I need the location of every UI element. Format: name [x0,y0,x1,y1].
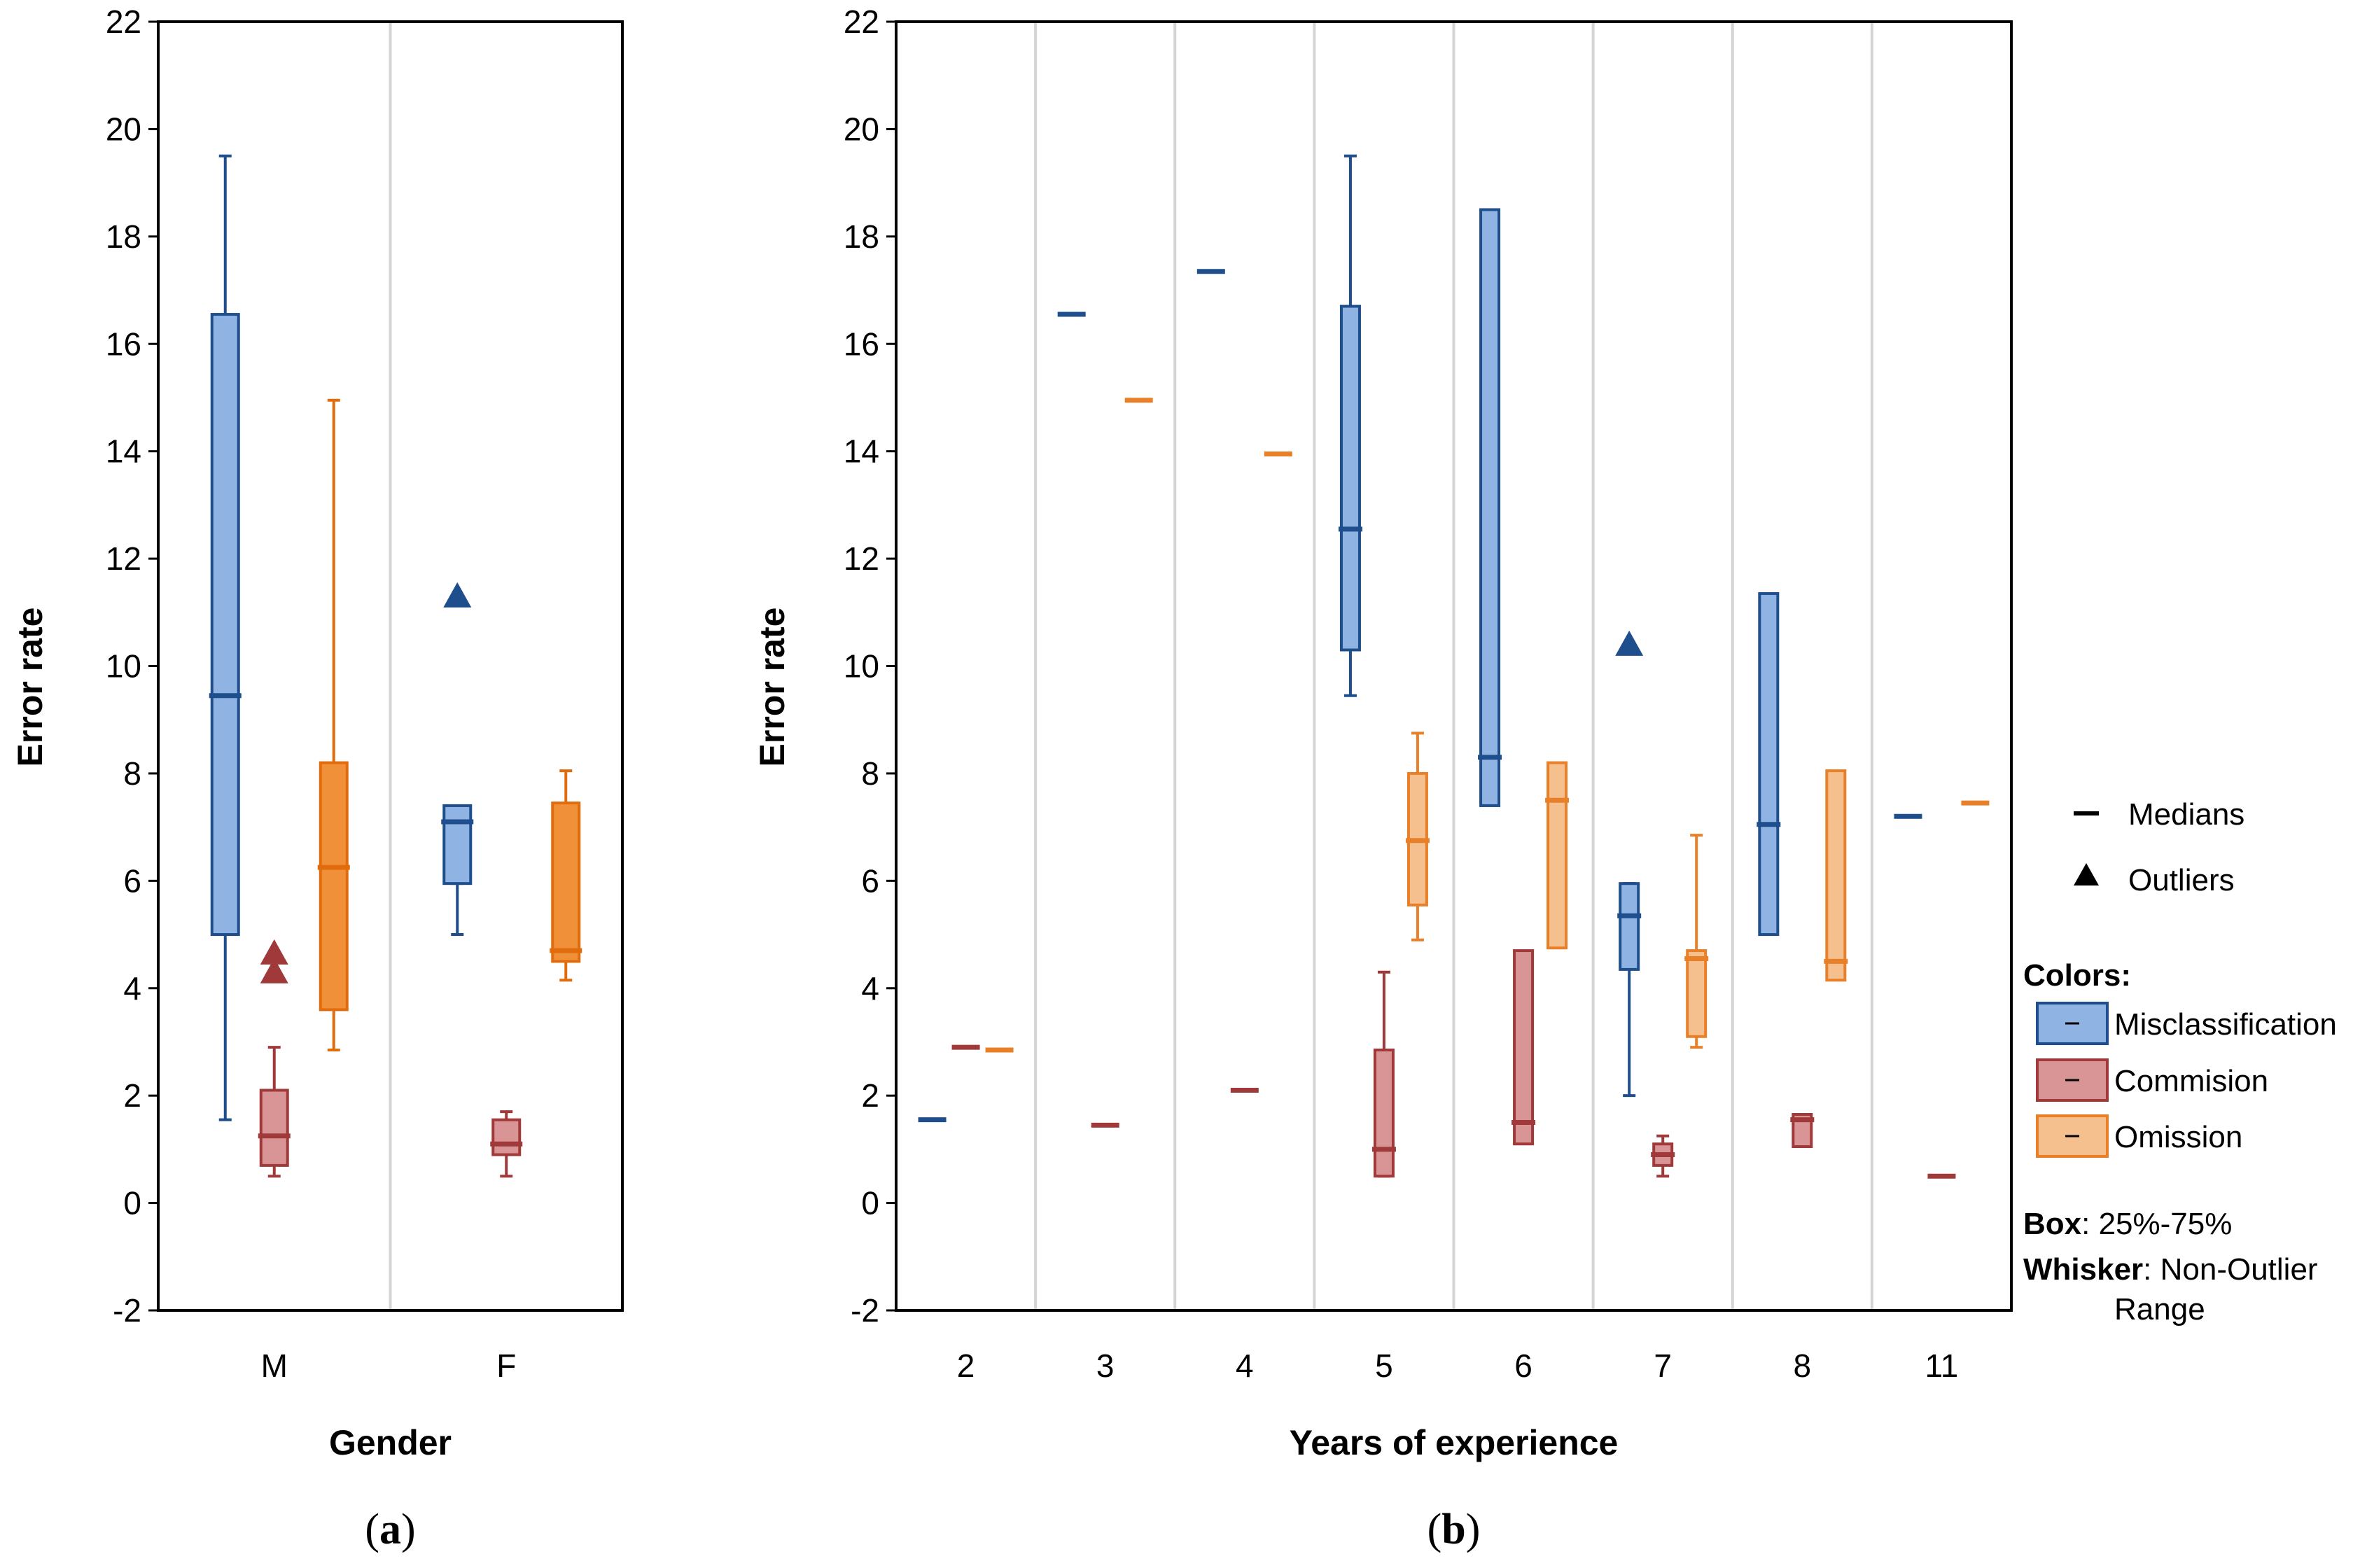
box [1513,949,1535,1146]
x-tick-label: F [496,1348,516,1384]
y-tick-label: 22 [844,4,879,40]
y-tick-label: 20 [844,111,879,147]
x-axis-label: Gender [329,1423,452,1462]
x-tick-label: 3 [1096,1348,1115,1384]
x-tick-label: 4 [1236,1348,1254,1384]
outlier-marker [1615,630,1644,656]
y-tick-label: -2 [113,1292,141,1329]
y-tick-label: 12 [844,540,879,577]
box [1339,304,1361,652]
y-tick-label: 10 [106,648,141,685]
y-tick-label: 22 [106,4,141,40]
y-tick-label: 16 [106,326,141,362]
legend: Medians Outliers Colors: Misclassificati… [2023,797,2337,1326]
legend-colors-title: Colors: [2023,958,2131,993]
chart-panel-a: -2 0 2 4 6 8 10 12 14 16 18 20 22 M F Error rate Gender (… [11,4,624,1553]
y-tick-label: 16 [844,326,879,362]
legend-whisker-text-2: Range [2114,1292,2205,1326]
box [1546,761,1568,950]
x-axis-label: Years of experience [1290,1423,1619,1462]
y-tick-label: 8 [861,755,879,792]
panel-label: (a) [365,1506,415,1553]
y-tick-label: 0 [123,1185,141,1222]
outlier-marker [260,939,288,965]
box [491,1118,522,1156]
box [442,804,473,886]
box [319,761,349,1011]
box [1619,882,1640,971]
legend-item-omission: Omission [2114,1120,2242,1154]
box [210,313,240,937]
x-tick-label: 8 [1794,1348,1812,1384]
legend-item-misclassification: Misclassification [2114,1007,2337,1042]
plot-frame [895,20,2013,1312]
y-tick-label: 2 [861,1077,879,1114]
box [1825,769,1847,982]
legend-outliers-label: Outliers [2128,863,2235,897]
legend-box-note: Box: 25%-75% [2023,1207,2232,1241]
legend-medians-label: Medians [2128,797,2244,832]
x-tick-label: 11 [1925,1348,1959,1384]
y-tick-label: 2 [123,1077,141,1114]
outlier-marker [443,582,472,608]
y-tick-label: 20 [106,111,141,147]
y-axis-label: Error rate [753,608,792,767]
legend-item-commision: Commision [2114,1064,2268,1098]
legend-whisker-note: Whisker: Non-Outlier [2023,1252,2318,1287]
y-tick-label: 6 [861,862,879,899]
y-tick-label: 6 [123,862,141,899]
y-tick-label: 14 [106,433,141,470]
y-tick-label: -2 [851,1292,879,1329]
y-tick-label: 10 [844,648,879,685]
plot-frame [157,20,624,1312]
x-tick-label: 5 [1375,1348,1393,1384]
outlier-marker [260,958,288,983]
box [1686,949,1708,1038]
box [551,802,581,963]
legend-box-text: : 25%-75% [2081,1207,2232,1241]
y-tick-label: 12 [106,540,141,577]
y-tick-label: 14 [844,433,879,470]
box [1373,1048,1395,1178]
x-tick-label: 6 [1514,1348,1532,1384]
y-tick-label: 8 [123,755,141,792]
panel-label: (b) [1427,1506,1481,1553]
y-axis-label: Error rate [11,608,50,767]
box [1758,592,1780,937]
box [1479,208,1501,807]
legend-outlier-glyph [2074,863,2099,886]
box [259,1088,289,1167]
y-tick-label: 0 [861,1185,879,1222]
legend-whisker-label: Whisker [2023,1252,2143,1287]
y-tick-label: 4 [861,970,879,1007]
x-tick-label: M [261,1348,288,1384]
x-tick-label: 2 [957,1348,975,1384]
y-tick-label: 18 [844,218,879,255]
x-tick-label: 7 [1654,1348,1672,1384]
legend-box-label: Box [2023,1207,2082,1241]
y-tick-label: 4 [123,970,141,1007]
y-tick-label: 18 [106,218,141,255]
legend-whisker-text: : Non-Outlier [2143,1252,2317,1287]
